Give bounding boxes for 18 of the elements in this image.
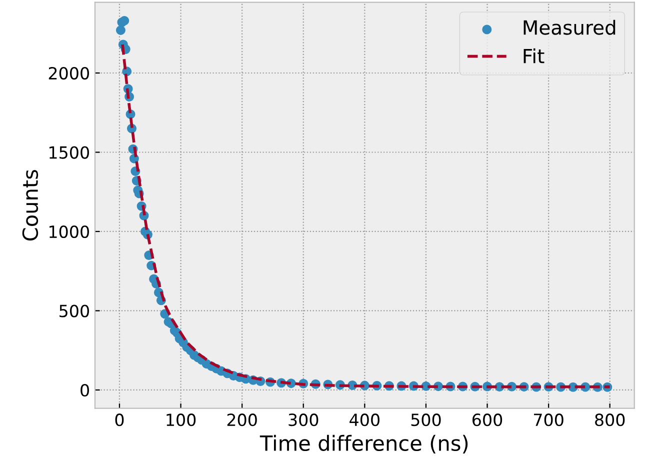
x-tick-label: 400 bbox=[350, 414, 380, 426]
x-tick-label: 700 bbox=[534, 414, 564, 426]
y-tick-label: 1500 bbox=[50, 146, 89, 159]
x-axis-title: Time difference (ns) bbox=[260, 434, 468, 454]
x-tick-label: 100 bbox=[166, 414, 196, 426]
x-tick-label: 500 bbox=[411, 414, 441, 426]
x-tick-label: 0 bbox=[115, 414, 124, 426]
legend-label: Fit bbox=[524, 48, 544, 64]
x-tick-label: 800 bbox=[595, 414, 625, 426]
legend-label: Measured bbox=[524, 20, 616, 35]
y-tick-label: 1000 bbox=[50, 225, 89, 238]
x-tick-label: 300 bbox=[288, 414, 318, 426]
y-axis-title: Counts bbox=[22, 170, 38, 241]
y-tick-label: 0 bbox=[80, 384, 89, 397]
y-tick-label: 500 bbox=[60, 304, 89, 318]
x-tick-label: 600 bbox=[472, 414, 502, 426]
y-tick-label: 2000 bbox=[48, 66, 89, 80]
x-tick-label: 200 bbox=[227, 414, 257, 426]
